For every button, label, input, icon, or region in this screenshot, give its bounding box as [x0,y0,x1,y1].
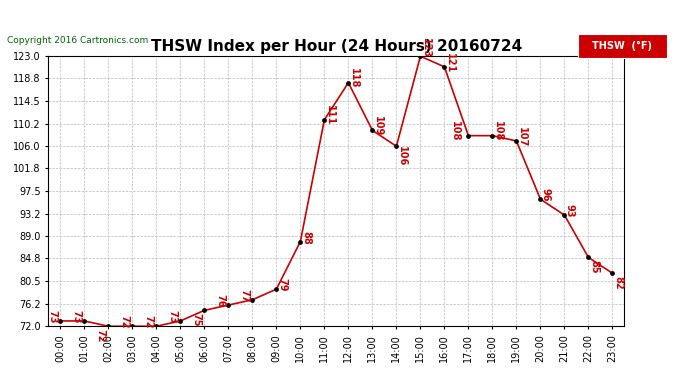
Text: 73: 73 [167,310,177,324]
Text: 79: 79 [277,278,287,292]
Point [127,323,138,329]
Point [55,318,66,324]
Text: 72: 72 [119,315,129,329]
Point [175,318,186,324]
Point [439,64,450,70]
Text: 93: 93 [565,204,575,218]
Point [79,318,90,324]
Point [271,286,282,292]
Text: 111: 111 [325,105,335,126]
Text: 88: 88 [301,231,311,244]
Point [223,302,234,308]
Text: 73: 73 [71,310,81,324]
Point [247,297,258,303]
Point [583,254,594,260]
Point [367,128,378,134]
Point [319,117,330,123]
Text: 121: 121 [445,53,455,73]
Point [199,308,210,314]
Text: 72: 72 [95,329,105,343]
Point [151,323,162,329]
Point [607,270,618,276]
Text: 118: 118 [349,68,359,89]
Title: THSW Index per Hour (24 Hours) 20160724: THSW Index per Hour (24 Hours) 20160724 [150,39,522,54]
Point [535,196,546,202]
Point [559,212,570,218]
Text: 96: 96 [541,188,551,202]
Point [487,133,498,139]
Text: 108: 108 [449,121,460,142]
Point [391,143,402,149]
Point [463,133,474,139]
Text: THSW  (°F): THSW (°F) [593,41,652,51]
Text: 72: 72 [143,315,153,329]
Point [511,138,522,144]
Text: 76: 76 [215,294,225,307]
Text: 75: 75 [191,314,201,327]
Text: 106: 106 [397,146,407,166]
Point [295,238,306,244]
Point [103,323,114,329]
Text: 108: 108 [493,121,503,142]
Text: 77: 77 [239,289,249,302]
Point [415,53,426,59]
Text: 73: 73 [47,310,57,324]
Text: 123: 123 [421,38,431,58]
Text: 109: 109 [373,116,383,136]
Text: 107: 107 [517,127,527,147]
Point [343,80,354,86]
Text: 82: 82 [613,276,623,290]
Text: Copyright 2016 Cartronics.com: Copyright 2016 Cartronics.com [7,36,148,45]
Text: 85: 85 [589,260,599,274]
